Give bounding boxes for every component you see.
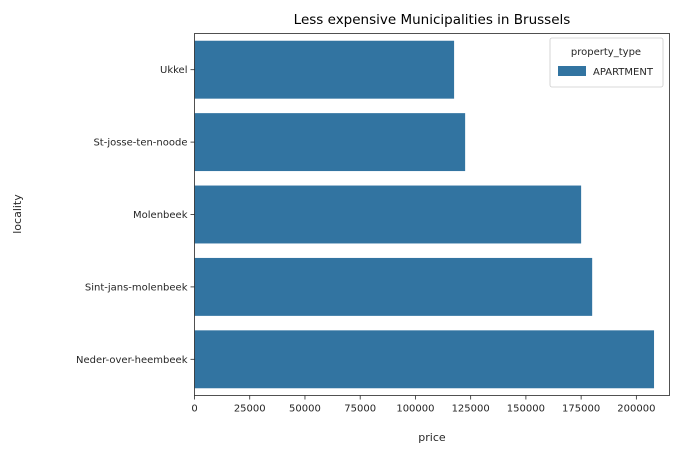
y-tick-label: Neder-over-heembeek xyxy=(76,355,188,366)
bars-layer xyxy=(194,40,655,389)
y-ticks-layer: Ukkel St-josse-ten-noode Molenbeek Sint-jan… xyxy=(76,65,195,366)
x-tick-label: 150000 xyxy=(507,404,545,415)
legend-entry-label: APARTMENT xyxy=(593,67,654,78)
bar xyxy=(194,185,582,244)
x-tick-label: 0 xyxy=(191,404,197,415)
y-tick-label: St-josse-ten-noode xyxy=(93,138,187,149)
x-tick-label: 175000 xyxy=(562,404,600,415)
legend-title: property_type xyxy=(571,47,641,58)
plot-frame xyxy=(194,33,670,396)
x-tick-label: 125000 xyxy=(452,404,490,415)
x-tick-label: 50000 xyxy=(289,404,321,415)
bar xyxy=(194,40,455,99)
bar xyxy=(194,113,466,172)
x-ticks-layer: 0 25000 50000 75000 100000 125000 150000 175000… xyxy=(191,395,655,415)
chart-title: Less expensive Municipalities in Brussel… xyxy=(294,12,571,28)
x-tick-label: 200000 xyxy=(617,404,655,415)
y-tick-label: Sint-jans-molenbeek xyxy=(85,282,188,293)
legend-swatch xyxy=(558,66,586,76)
x-tick-label: 100000 xyxy=(396,404,434,415)
legend-box xyxy=(549,37,664,88)
bar xyxy=(194,330,655,389)
y-tick-label: Ukkel xyxy=(160,65,187,76)
x-tick-label: 25000 xyxy=(234,404,266,415)
y-tick-label: Molenbeek xyxy=(133,210,188,221)
legend: property_type APARTMENT xyxy=(549,37,664,88)
y-axis-label: locality xyxy=(11,194,24,234)
x-axis-label: price xyxy=(418,431,446,444)
x-tick-label: 75000 xyxy=(344,404,376,415)
bar xyxy=(194,257,593,316)
